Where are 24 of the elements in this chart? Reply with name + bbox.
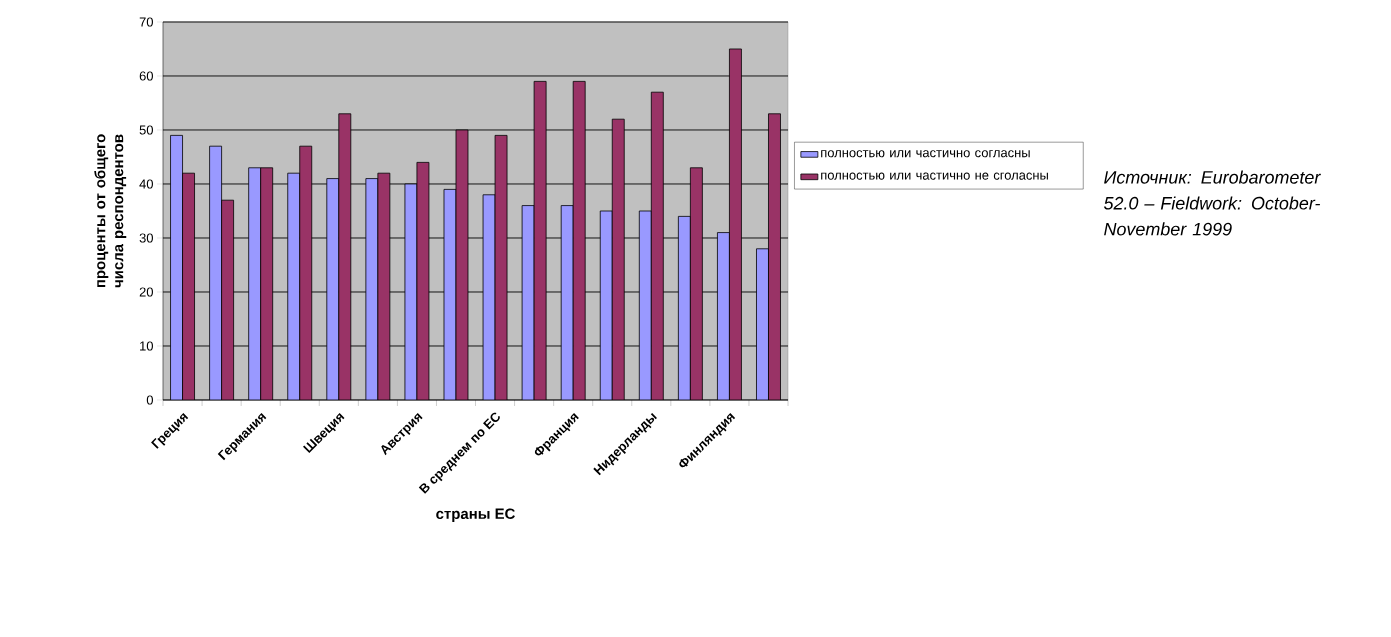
y-tick-label: 40 [139,179,153,189]
bar [599,210,613,400]
y-tick-label: 0 [146,395,153,405]
bar [170,134,183,400]
bar [326,178,340,400]
bar [717,232,730,400]
bar [248,167,262,400]
bar [209,145,223,400]
y-tick-label: 20 [139,287,153,297]
legend-label: полностью или частично не сголасны [821,172,1048,180]
bar [677,215,691,400]
bar [287,172,301,400]
y-axis-title: проценты от общего числа респондентов [94,134,127,288]
y-tick-label: 70 [139,17,153,27]
bar [560,205,574,400]
y-tick-label: 50 [139,125,153,135]
bar [756,248,769,400]
text: Источник: Eurobarometer 52.0 – Fieldwork: October-November 1999 [1103,170,1321,236]
bar [638,210,652,400]
y-tick-label: 30 [139,233,153,243]
y-tick-label: 10 [140,341,153,351]
legend-label: полностью или частично согласны [821,150,1030,158]
x-axis-title: страны ЕС [436,508,515,522]
y-tick-label: 60 [139,71,153,81]
